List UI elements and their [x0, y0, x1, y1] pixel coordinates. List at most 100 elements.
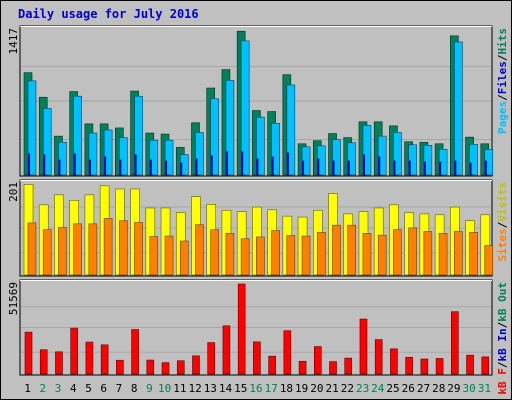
pages-bar-day-8 — [134, 154, 137, 175]
sites-bar-day-11 — [179, 240, 189, 276]
sites-bar-day-2 — [42, 229, 52, 276]
legend-segment-1-1: / — [496, 221, 509, 228]
day-label-2: 2 — [40, 382, 47, 395]
kbf-bar-day-10 — [161, 362, 170, 375]
sites-bar-day-22 — [347, 224, 357, 276]
kbf-bar-day-15 — [237, 283, 246, 375]
files-bar-day-21 — [332, 139, 341, 176]
sites-bar-day-31 — [484, 245, 494, 276]
files-bar-day-8 — [134, 95, 143, 176]
chart-title: Daily usage for July 2016 — [18, 7, 199, 21]
files-bar-day-7 — [119, 137, 128, 176]
files-bar-day-3 — [58, 141, 67, 176]
kbf-bar-day-28 — [435, 358, 444, 375]
sites-bar-day-10 — [164, 235, 174, 276]
day-label-7: 7 — [116, 382, 123, 395]
day-label-31: 31 — [478, 382, 491, 395]
legend-segment-1-2: Visits — [496, 182, 509, 222]
sites-bar-day-15 — [240, 238, 250, 276]
day-label-26: 26 — [402, 382, 415, 395]
files-bar-day-9 — [149, 139, 159, 176]
kbf-bar-day-9 — [146, 359, 155, 375]
kbf-bar-day-8 — [131, 329, 139, 375]
kbf-bar-day-20 — [313, 346, 322, 375]
sites-bar-day-30 — [469, 232, 478, 276]
day-label-15: 15 — [234, 382, 247, 395]
panel-1-max-label: 201 — [7, 182, 20, 202]
pages-bar-day-19 — [302, 160, 305, 175]
day-label-23: 23 — [356, 382, 369, 395]
pages-bar-day-23 — [362, 154, 365, 175]
pages-bar-day-18 — [286, 152, 289, 175]
pages-bar-day-13 — [210, 155, 213, 175]
day-label-1: 1 — [24, 382, 31, 395]
sites-bar-day-18 — [286, 235, 296, 276]
kbf-bar-day-26 — [405, 356, 413, 375]
pages-bar-day-6 — [104, 156, 107, 175]
kbf-bar-day-16 — [253, 341, 261, 375]
day-label-14: 14 — [219, 382, 233, 395]
kbf-bar-day-6 — [100, 344, 109, 375]
day-label-21: 21 — [326, 382, 339, 395]
kbf-bar-day-18 — [283, 330, 292, 375]
legend-segment-1-0: Sites — [496, 228, 509, 261]
pages-bar-day-3 — [58, 159, 61, 175]
legend-segment-0-4: Hits — [496, 28, 509, 55]
sites-bar-day-12 — [195, 224, 204, 276]
legend-segment-2-0: kB F — [496, 368, 509, 395]
kbf-bar-day-13 — [207, 342, 216, 375]
pages-bar-day-27 — [423, 161, 426, 175]
day-label-10: 10 — [158, 382, 171, 395]
files-bar-day-24 — [377, 135, 387, 176]
day-label-28: 28 — [432, 382, 445, 395]
day-label-30: 30 — [463, 382, 476, 395]
files-bar-day-15 — [240, 40, 250, 176]
pages-bar-day-25 — [393, 160, 396, 175]
sites-bar-day-14 — [225, 233, 235, 276]
files-bar-day-12 — [195, 132, 204, 176]
pages-bar-day-4 — [73, 153, 76, 175]
sites-bar-day-8 — [134, 222, 143, 276]
sites-bar-day-28 — [438, 233, 448, 276]
files-bar-day-4 — [73, 95, 82, 176]
day-label-6: 6 — [100, 382, 107, 395]
kbf-bar-day-7 — [116, 359, 124, 375]
files-bar-day-2 — [42, 108, 52, 176]
kbf-bar-day-2 — [39, 349, 48, 375]
panel-0-legend: Pages/Files/Hits — [496, 28, 509, 134]
kbf-bar-day-1 — [24, 331, 33, 375]
pages-bar-day-12 — [195, 158, 198, 175]
files-bar-day-13 — [210, 98, 220, 176]
sites-bar-day-4 — [73, 223, 82, 276]
sites-bar-day-29 — [454, 231, 463, 276]
day-label-17: 17 — [265, 382, 278, 395]
sites-bar-day-23 — [362, 233, 372, 276]
day-label-19: 19 — [295, 382, 308, 395]
pages-bar-day-20 — [317, 158, 320, 175]
sites-bar-day-1 — [27, 222, 37, 276]
pages-bar-day-22 — [347, 160, 350, 175]
pages-bar-day-16 — [256, 158, 259, 175]
files-bar-day-5 — [88, 132, 98, 176]
kbf-bar-day-31 — [481, 356, 490, 375]
legend-segment-0-2: Files — [496, 61, 509, 94]
pages-bar-day-24 — [378, 156, 381, 175]
kbf-bar-day-23 — [359, 318, 368, 375]
day-label-8: 8 — [131, 382, 138, 395]
files-bar-day-25 — [393, 132, 402, 176]
sites-bar-day-25 — [393, 229, 402, 276]
pages-bar-day-21 — [332, 160, 335, 175]
kbf-bar-day-5 — [85, 341, 94, 375]
pages-bar-day-5 — [88, 159, 91, 175]
pages-bar-day-11 — [180, 162, 183, 175]
sites-bar-day-21 — [332, 224, 341, 276]
day-label-24: 24 — [371, 382, 385, 395]
pages-bar-day-2 — [43, 154, 46, 175]
day-label-18: 18 — [280, 382, 293, 395]
sites-bar-day-19 — [301, 235, 311, 276]
pages-bar-day-30 — [469, 162, 472, 175]
day-label-3: 3 — [55, 382, 62, 395]
files-bar-day-26 — [408, 144, 417, 176]
legend-segment-2-4: kB Out — [496, 282, 509, 322]
